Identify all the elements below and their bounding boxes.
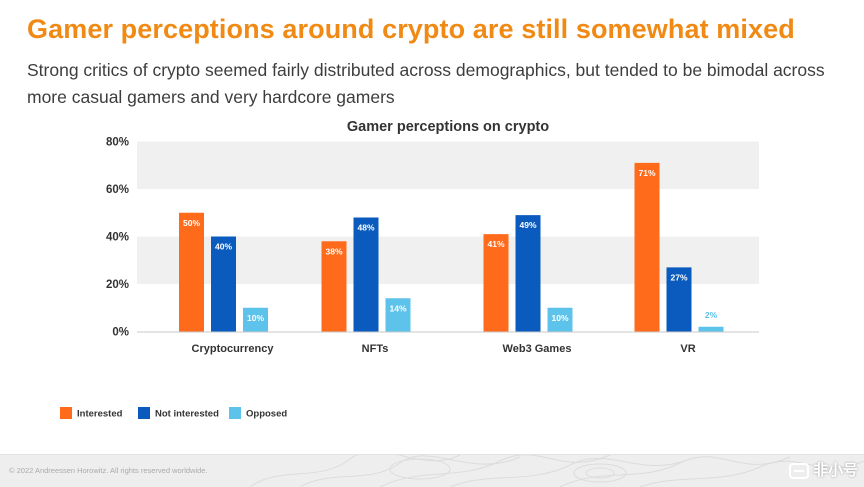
legend-label: Opposed [246,409,287,420]
y-axis: 0% 20% 40% 60% 80% [106,137,129,339]
data-label: 41% [487,239,504,249]
page-title: Gamer perceptions around crypto are stil… [27,14,795,44]
legend-swatch [60,407,72,419]
grid-band [137,141,759,189]
bar-opposed [385,298,411,332]
bar-interested [634,162,660,332]
watermark-logo-icon [788,463,809,480]
bar-opposed [547,307,573,332]
data-label: 40% [215,242,232,252]
data-label: 27% [670,272,687,282]
legend-swatch [229,407,241,419]
y-tick-label: 60% [106,184,129,196]
data-label: 14% [389,303,406,313]
data-label: 38% [325,246,342,256]
topographic-pattern [249,455,864,487]
y-tick-label: 0% [112,327,129,339]
data-label: 10% [247,313,264,323]
copyright-text: © 2022 Andreessen Horowitz. All rights r… [9,466,208,475]
data-label: 10% [551,313,568,323]
y-tick-label: 20% [106,279,129,291]
watermark: 非小号 [788,455,858,487]
x-axis: Cryptocurrency NFTs Web3 Games VR [137,331,759,355]
y-tick-label: 40% [106,232,129,244]
chart-title: Gamer perceptions on crypto [347,119,549,135]
y-tick-label: 80% [106,137,129,149]
data-label: 71% [638,168,655,178]
data-label: 48% [357,223,374,233]
bar-opposed [243,307,268,332]
x-tick-label: VR [680,343,695,355]
legend-swatch [138,407,150,419]
page-subtitle: Strong critics of crypto seemed fairly d… [27,60,825,107]
bar-interested [179,212,204,332]
bar-chart: Gamer perceptions on crypto 0% 20% 40% 60% 8… [60,119,759,420]
bars: 50% 40% 10% 38% 48% 14% 41% 49% 10% 71% 27% 2% [179,162,724,332]
bar-not-interested [515,215,541,332]
bar-interested [321,241,347,332]
bar-opposed [698,326,724,332]
x-tick-label: Web3 Games [503,343,572,355]
legend: Interested Not interested Opposed [60,407,287,420]
bar-not-interested [211,236,236,332]
data-label: 49% [519,220,536,230]
bar-not-interested [353,217,379,332]
legend-label: Not interested [155,409,219,420]
legend-label: Interested [77,409,123,420]
data-label: 2% [705,310,718,320]
bar-not-interested [666,267,692,332]
x-tick-label: NFTs [362,343,389,355]
data-label: 50% [183,218,200,228]
bar-interested [483,234,509,332]
watermark-text: 非小号 [812,462,858,479]
footer: © 2022 Andreessen Horowitz. All rights r… [0,454,864,487]
x-tick-label: Cryptocurrency [192,343,275,355]
